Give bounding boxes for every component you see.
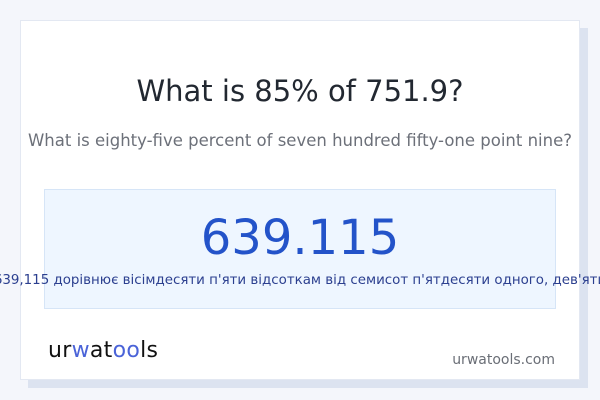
- result-box: [44, 189, 556, 309]
- page-title: What is 85% of 751.9?: [136, 74, 464, 108]
- site-link[interactable]: urwatools.com: [452, 352, 555, 368]
- result-value: 639.115: [200, 210, 400, 266]
- result-in-words: 639,115 дорівнює вісімдесяти п'яти відсо…: [0, 273, 600, 288]
- question-in-words: What is eighty-five percent of seven hun…: [27, 131, 573, 150]
- urwatools-logo: urwatools: [48, 338, 159, 363]
